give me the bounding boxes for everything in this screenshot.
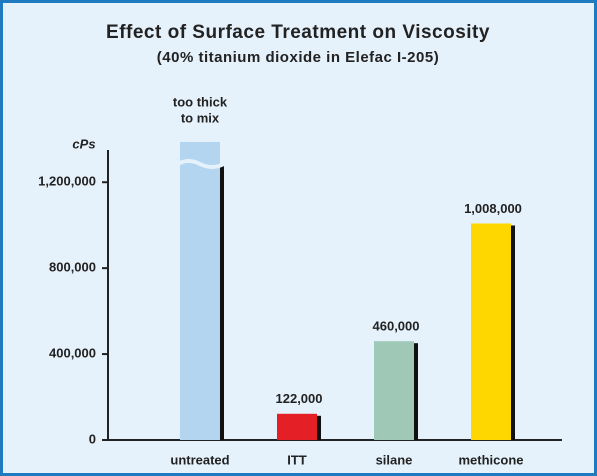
bar bbox=[471, 223, 511, 440]
x-tick-label: ITT bbox=[287, 452, 307, 467]
value-label: 1,008,000 bbox=[464, 201, 522, 216]
y-tick-label: 0 bbox=[89, 431, 96, 446]
chart-subtitle: (40% titanium dioxide in Elefac I-205) bbox=[157, 49, 439, 66]
y-tick-label: 1,200,000 bbox=[38, 174, 96, 189]
overflow-bar bbox=[180, 142, 220, 440]
x-tick-label: methicone bbox=[458, 452, 523, 467]
annotation: to mix bbox=[181, 110, 220, 125]
y-tick-label: 800,000 bbox=[49, 260, 96, 275]
y-tick-label: 400,000 bbox=[49, 346, 96, 361]
bar bbox=[374, 341, 414, 440]
break bbox=[176, 159, 225, 169]
value-label: 460,000 bbox=[373, 319, 420, 334]
value-label: 122,000 bbox=[276, 391, 323, 406]
chart-title: Effect of Surface Treatment on Viscosity bbox=[106, 22, 490, 43]
x-tick-label: silane bbox=[376, 452, 413, 467]
y-axis-label: cPs bbox=[72, 136, 95, 151]
annotation: too thick bbox=[173, 94, 228, 109]
x-tick-label: untreated bbox=[170, 452, 229, 467]
bar bbox=[277, 413, 317, 440]
